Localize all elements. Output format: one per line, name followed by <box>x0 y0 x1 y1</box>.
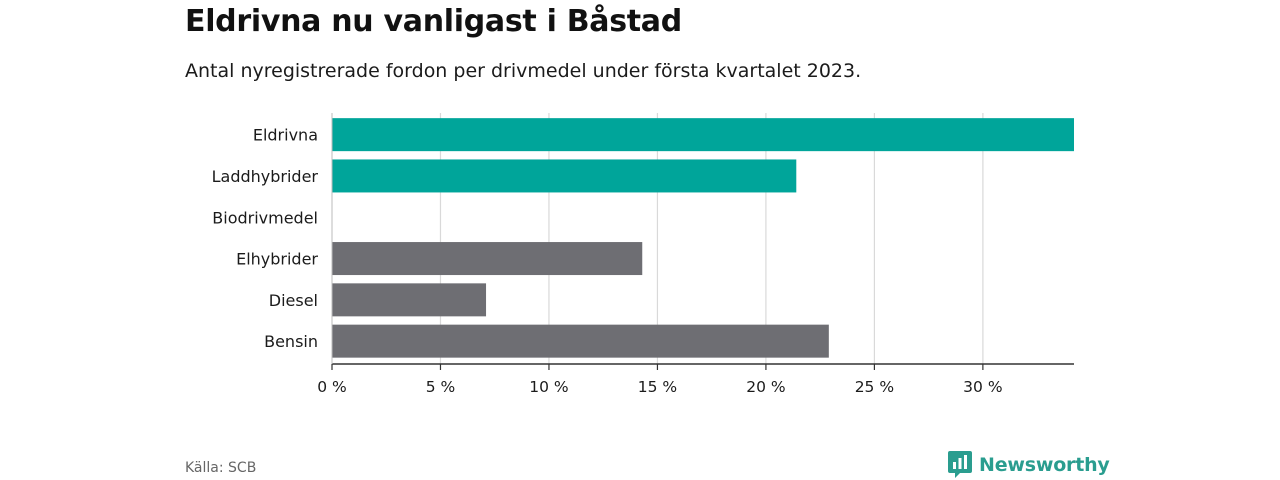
x-tick-label: 30 % <box>963 378 1002 396</box>
category-label: Diesel <box>269 291 318 310</box>
x-tick-label: 5 % <box>426 378 456 396</box>
chart-subtitle: Antal nyregistrerade fordon per drivmede… <box>185 60 862 82</box>
category-label: Eldrivna <box>253 126 318 145</box>
x-tick-label: 20 % <box>746 378 785 396</box>
category-label: Laddhybrider <box>212 167 319 186</box>
source-note: Källa: SCB <box>185 460 257 476</box>
category-label: Bensin <box>264 332 318 351</box>
chart-title: Eldrivna nu vanligast i Båstad <box>185 4 682 39</box>
bar-bensin <box>332 324 829 358</box>
category-label: Biodrivmedel <box>212 208 318 227</box>
bar-eldrivna <box>332 118 1074 152</box>
x-tick-label: 0 % <box>317 378 347 396</box>
newsworthy-logo-icon <box>948 451 972 478</box>
brand-logo: Newsworthy <box>948 451 1110 478</box>
x-tick-label: 25 % <box>855 378 894 396</box>
bar-chart: Eldrivna Laddhybrider Biodrivmedel Elhybrid… <box>212 113 1074 396</box>
brand-name: Newsworthy <box>979 453 1110 476</box>
x-tick-label: 15 % <box>638 378 677 396</box>
bar-laddhybrider <box>332 159 797 193</box>
x-tick-label: 10 % <box>529 378 568 396</box>
bar-elhybrider <box>332 242 643 276</box>
category-label: Elhybrider <box>236 250 318 269</box>
bar-diesel <box>332 283 487 317</box>
